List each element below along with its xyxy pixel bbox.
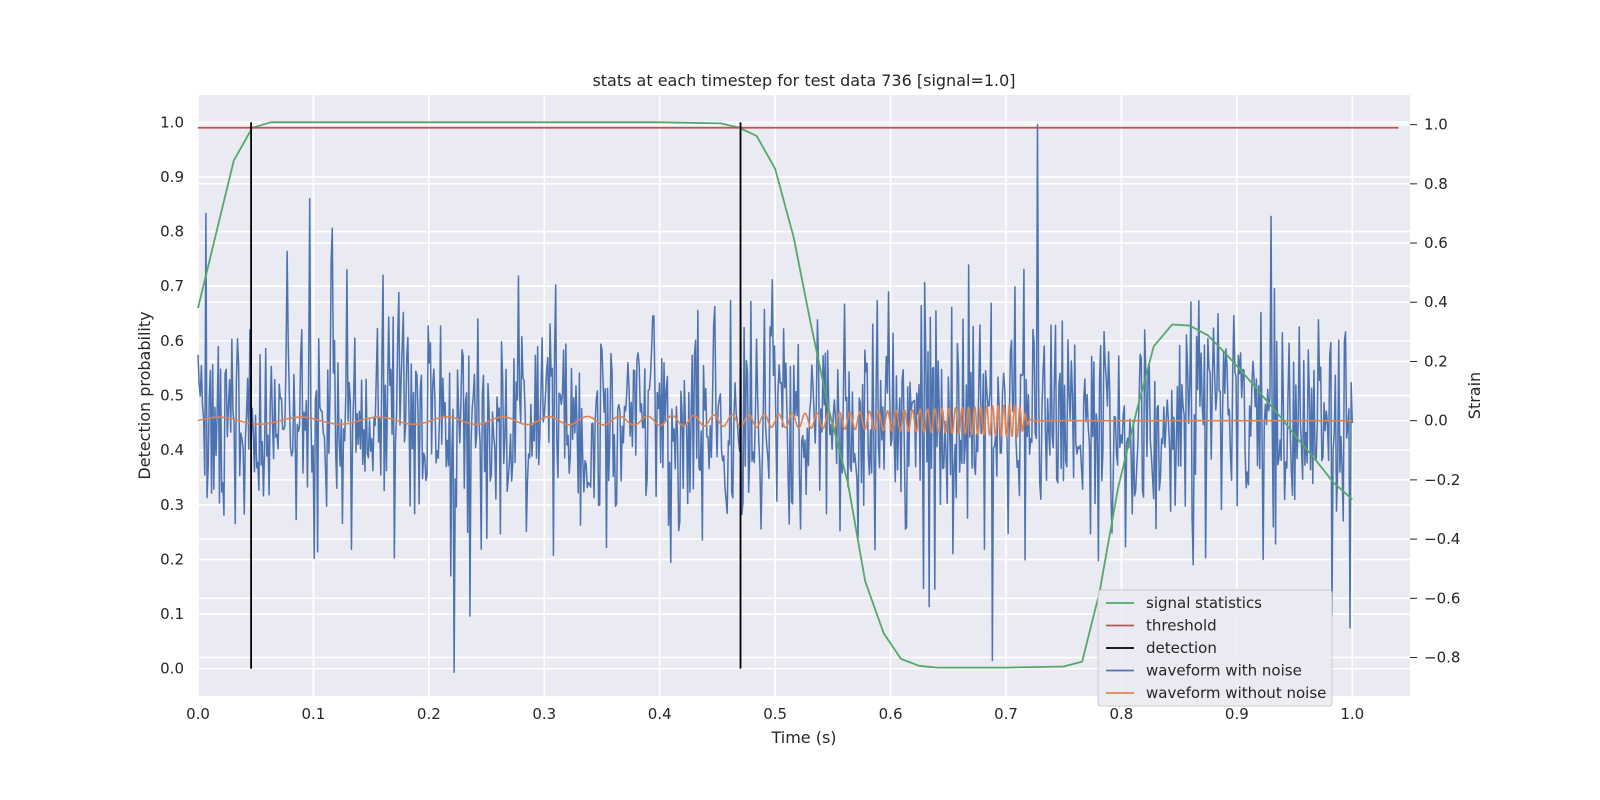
series-waveform-without-noise xyxy=(197,404,1353,438)
x-tick-label: 0.8 xyxy=(1109,705,1133,723)
y-tick-label-right: 1.0 xyxy=(1424,116,1448,134)
y-tick-label-right: −0.4 xyxy=(1424,530,1460,548)
x-axis-label: Time (s) xyxy=(770,728,836,747)
y-tick-label-left: 1.0 xyxy=(160,113,184,131)
y-tick-label-left: 0.1 xyxy=(160,605,184,623)
legend-label: waveform with noise xyxy=(1146,662,1302,680)
legend-label: waveform without noise xyxy=(1146,684,1326,702)
x-tick-label: 0.5 xyxy=(763,705,787,723)
x-tick-label: 0.1 xyxy=(301,705,325,723)
x-tick-label: 1.0 xyxy=(1340,705,1364,723)
y-tick-label-right: 0.4 xyxy=(1424,293,1448,311)
series-waveform-with-noise xyxy=(197,123,1354,674)
y-tick-label-right: 0.2 xyxy=(1424,352,1448,370)
y-tick-label-right: 0.0 xyxy=(1424,412,1448,430)
legend-box xyxy=(1097,589,1333,707)
y-axis-left-label: Detection probability xyxy=(135,311,154,479)
data-layer xyxy=(197,121,1399,674)
y-tick-label-left: 0.4 xyxy=(160,441,184,459)
axes: 0.0 0.1 0.2 0.3 0.4 0.5 0.6 0.7 0.8 0.9 1.0 0.0 0.1 0… xyxy=(160,113,1460,723)
y-tick-label-right: 0.8 xyxy=(1424,175,1448,193)
y-tick-label-left: 0.3 xyxy=(160,496,184,514)
x-tick-label: 0.2 xyxy=(417,705,441,723)
x-tick-label: 0.6 xyxy=(879,705,903,723)
x-tick-label: 0.4 xyxy=(648,705,672,723)
legend-label: detection xyxy=(1146,639,1217,657)
legend: signal statistics threshold detection wavef… xyxy=(1097,589,1333,707)
x-tick-label: 0.7 xyxy=(994,705,1018,723)
x-tick-label: 0.3 xyxy=(532,705,556,723)
legend-label: threshold xyxy=(1146,617,1217,635)
legend-label: signal statistics xyxy=(1146,594,1262,612)
y-tick-label-left: 0.5 xyxy=(160,387,184,405)
y-tick-label-right: 0.6 xyxy=(1424,234,1448,252)
y-tick-label-right: −0.2 xyxy=(1424,471,1460,489)
y-tick-label-left: 0.6 xyxy=(160,332,184,350)
y-tick-label-right: −0.8 xyxy=(1424,649,1460,667)
y-tick-label-left: 0.0 xyxy=(160,660,184,678)
y-tick-label-left: 0.9 xyxy=(160,168,184,186)
y-tick-label-left: 0.2 xyxy=(160,550,184,568)
x-tick-label: 0.0 xyxy=(186,705,210,723)
y-tick-label-left: 0.8 xyxy=(160,223,184,241)
y-axis-right-label: Strain xyxy=(1465,372,1484,419)
y-tick-label-right: −0.6 xyxy=(1424,589,1460,607)
chart-title: stats at each timestep for test data 736… xyxy=(592,71,1015,90)
x-tick-label: 0.9 xyxy=(1225,705,1249,723)
series-signal-statistics xyxy=(197,121,1353,669)
y-tick-label-left: 0.7 xyxy=(160,277,184,295)
